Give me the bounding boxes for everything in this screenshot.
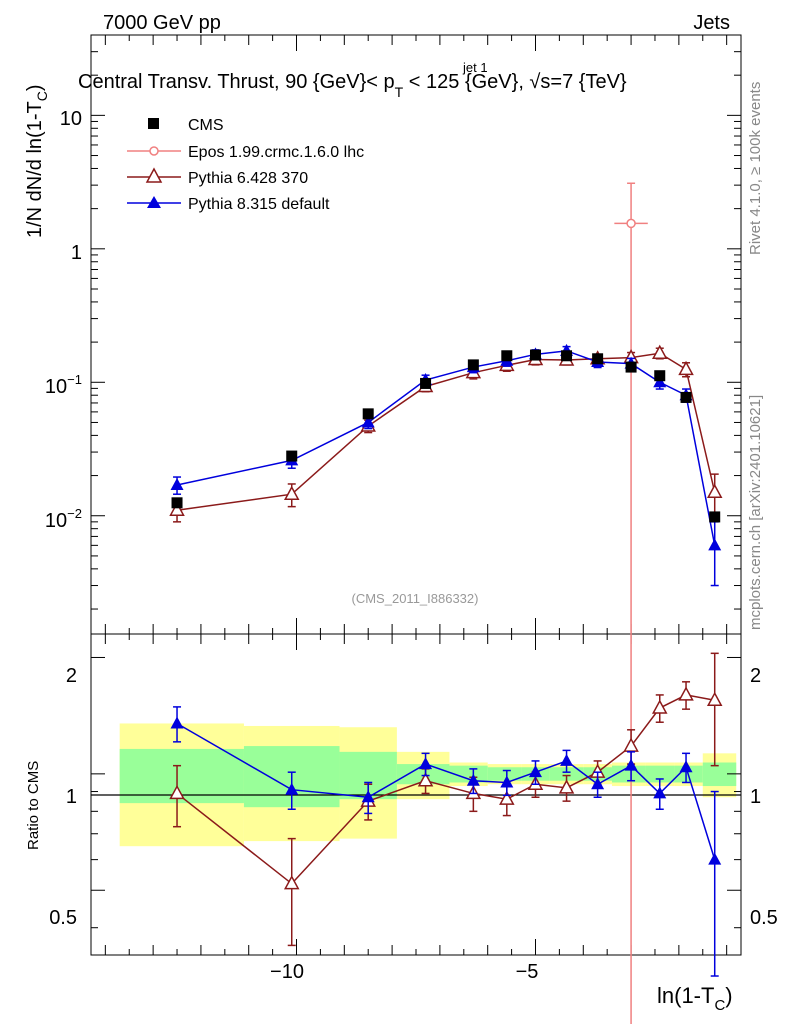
legend-pythia6-label: Pythia 6.428 370	[188, 170, 308, 187]
main-pythia-6-428-370-point	[678, 360, 694, 376]
ratio-band-green	[396, 764, 450, 785]
legend-item-cms: CMS	[148, 117, 224, 134]
ratio-pythia-6-428-370-point	[678, 686, 694, 701]
header-right: Jets	[693, 12, 730, 34]
ratio-ytick-label-2: 2	[66, 665, 77, 687]
main-pythia-6-428-370-line	[176, 352, 716, 511]
ratio-band-green	[449, 765, 488, 783]
ratio-ytick-label-2-right: 2	[750, 665, 761, 687]
main-cms-point	[171, 497, 183, 509]
ratio-pythia-6-428-370-point	[623, 737, 639, 752]
ytick-label-10: 10	[60, 108, 82, 130]
ratio-pythia-8-315-default-point	[500, 775, 514, 788]
ratio-ytick-label-1: 1	[66, 786, 77, 808]
ratio-pythia-8-315-default-point	[466, 773, 480, 786]
ytick-label-1: 1	[71, 242, 82, 264]
ratio-ylabel: Ratio to CMS	[25, 761, 42, 850]
main-epos-1-99-crmc-1-6-0-lhc-point	[626, 218, 636, 229]
legend-item-epos: Epos 1.99.crmc.1.6.0 lhc	[127, 144, 364, 161]
main-cms-point	[362, 408, 374, 420]
ratio-pythia-8-315-default-point	[708, 852, 722, 865]
main-ylabel: 1/N dN/d ln(1-TC)	[24, 84, 50, 238]
legend-epos-label: Epos 1.99.crmc.1.6.0 lhc	[188, 144, 364, 161]
ratio-band-green	[549, 767, 584, 781]
legend-epos-marker	[149, 146, 159, 156]
ratio-pythia-8-315-default-point	[653, 786, 667, 799]
main-cms-point	[501, 350, 513, 362]
ratio-pythia-6-428-370-point	[169, 784, 185, 800]
main-cms-point	[420, 377, 432, 389]
plot-title-sub: T	[395, 84, 404, 100]
xtick-label-minus10: −10	[270, 961, 304, 983]
main-ticks	[91, 34, 741, 634]
ytick-label-0p01: 10−2	[45, 506, 82, 532]
legend-pythia8-marker	[147, 196, 161, 208]
svg-text:1/N dN/d ln(1-TC): 1/N dN/d ln(1-TC)	[24, 84, 50, 238]
ratio-pythia-6-428-370-point	[283, 875, 300, 890]
legend-item-pythia6: Pythia 6.428 370	[127, 167, 308, 187]
header-left: 7000 GeV pp	[103, 12, 221, 34]
ratio-pythia-8-315-default-point	[419, 757, 433, 770]
svg-text:10−1: 10−1	[45, 372, 82, 398]
main-pythia-8-315-default-point	[361, 415, 375, 428]
ratio-pythia-8-315-default-point	[528, 765, 542, 778]
main-pythia-8-315-default-point	[170, 477, 184, 490]
svg-text:ln(1-TC): ln(1-TC)	[657, 983, 733, 1014]
legend-cms-label: CMS	[188, 117, 224, 134]
main-cms-point	[680, 391, 692, 403]
main-cms-point	[592, 353, 604, 365]
ratio-pythia-8-315-default-point	[285, 782, 299, 795]
legend-item-pythia8: Pythia 8.315 default	[127, 196, 330, 213]
x-axis-label: ln(1-TC)	[657, 983, 733, 1014]
main-pythia-8-315-default-point	[653, 375, 667, 388]
svg-text:Central Transv. Thrust, 90 {Ge: Central Transv. Thrust, 90 {GeV}< pT < 1…	[78, 71, 627, 100]
plot-title-main: Central Transv. Thrust, 90 {GeV}< p	[78, 71, 395, 93]
ratio-pythia-8-315-default-point	[361, 790, 375, 803]
svg-text:10−2: 10−2	[45, 506, 82, 532]
ratio-pythia-6-428-370-point	[558, 779, 575, 794]
ratio-ytick-label-0p5-right: 0.5	[750, 907, 778, 929]
ratio-pythia-8-315-default-point	[170, 716, 184, 729]
ratio-pythia-6-428-370-point	[651, 699, 668, 714]
ratio-pythia-8-315-default-point	[591, 777, 605, 790]
main-pythia-6-428-370-point	[651, 344, 668, 360]
ratio-pythia-8-315-default-point	[560, 753, 574, 766]
ratio-pythia-6-428-370-point	[499, 790, 515, 805]
legend-pythia8-label: Pythia 8.315 default	[188, 196, 330, 213]
ratio-series	[169, 652, 723, 977]
main-cms-point	[529, 349, 541, 361]
analysis-watermark: (CMS_2011_I886332)	[352, 591, 479, 606]
ratio-band-green	[702, 762, 737, 787]
main-pythia-6-428-370-point	[283, 485, 300, 500]
side-label-bottom: mcplots.cern.ch [arXiv:2401.10621]	[747, 395, 764, 630]
plot-title-sup: jet 1	[462, 60, 488, 75]
xtick-label-minus5: −5	[516, 961, 539, 983]
main-cms-point	[286, 450, 298, 462]
main-pythia-8-315-default-point	[708, 538, 722, 551]
main-cms-point	[561, 350, 573, 362]
main-pythia-6-428-370-point	[706, 483, 723, 498]
side-label-top: Rivet 4.1.0, ≥ 100k events	[747, 82, 764, 255]
ytick-label-0p1: 10−1	[45, 372, 82, 398]
ratio-pythia-6-428-370-point	[706, 691, 723, 707]
ratio-band-green	[487, 767, 522, 781]
plot-title: Central Transv. Thrust, 90 {GeV}< pT < 1…	[78, 60, 627, 100]
ratio-band-green	[645, 765, 675, 783]
legend-cms-marker	[148, 118, 159, 129]
legend-pythia6-marker	[145, 167, 163, 183]
main-pythia-6-428-370-point	[169, 501, 185, 516]
plot-title-tail: < 125 {GeV}, √s=7 {TeV}	[403, 71, 627, 93]
ratio-pythia-8-315-default-point	[624, 758, 638, 771]
main-cms-point	[709, 511, 721, 523]
main-cms-point	[654, 370, 666, 382]
legend: CMS Epos 1.99.crmc.1.6.0 lhc Pythia 6.42…	[127, 117, 364, 213]
ratio-ytick-label-0p5: 0.5	[49, 907, 77, 929]
ratio-pythia-8-315-default-point	[679, 760, 693, 773]
ratio-ytick-label-1-right: 1	[750, 786, 761, 808]
main-series	[169, 182, 723, 1024]
main-cms-point	[625, 361, 637, 373]
ratio-pythia-6-428-370-point	[417, 772, 434, 787]
main-cms-point	[467, 359, 479, 371]
